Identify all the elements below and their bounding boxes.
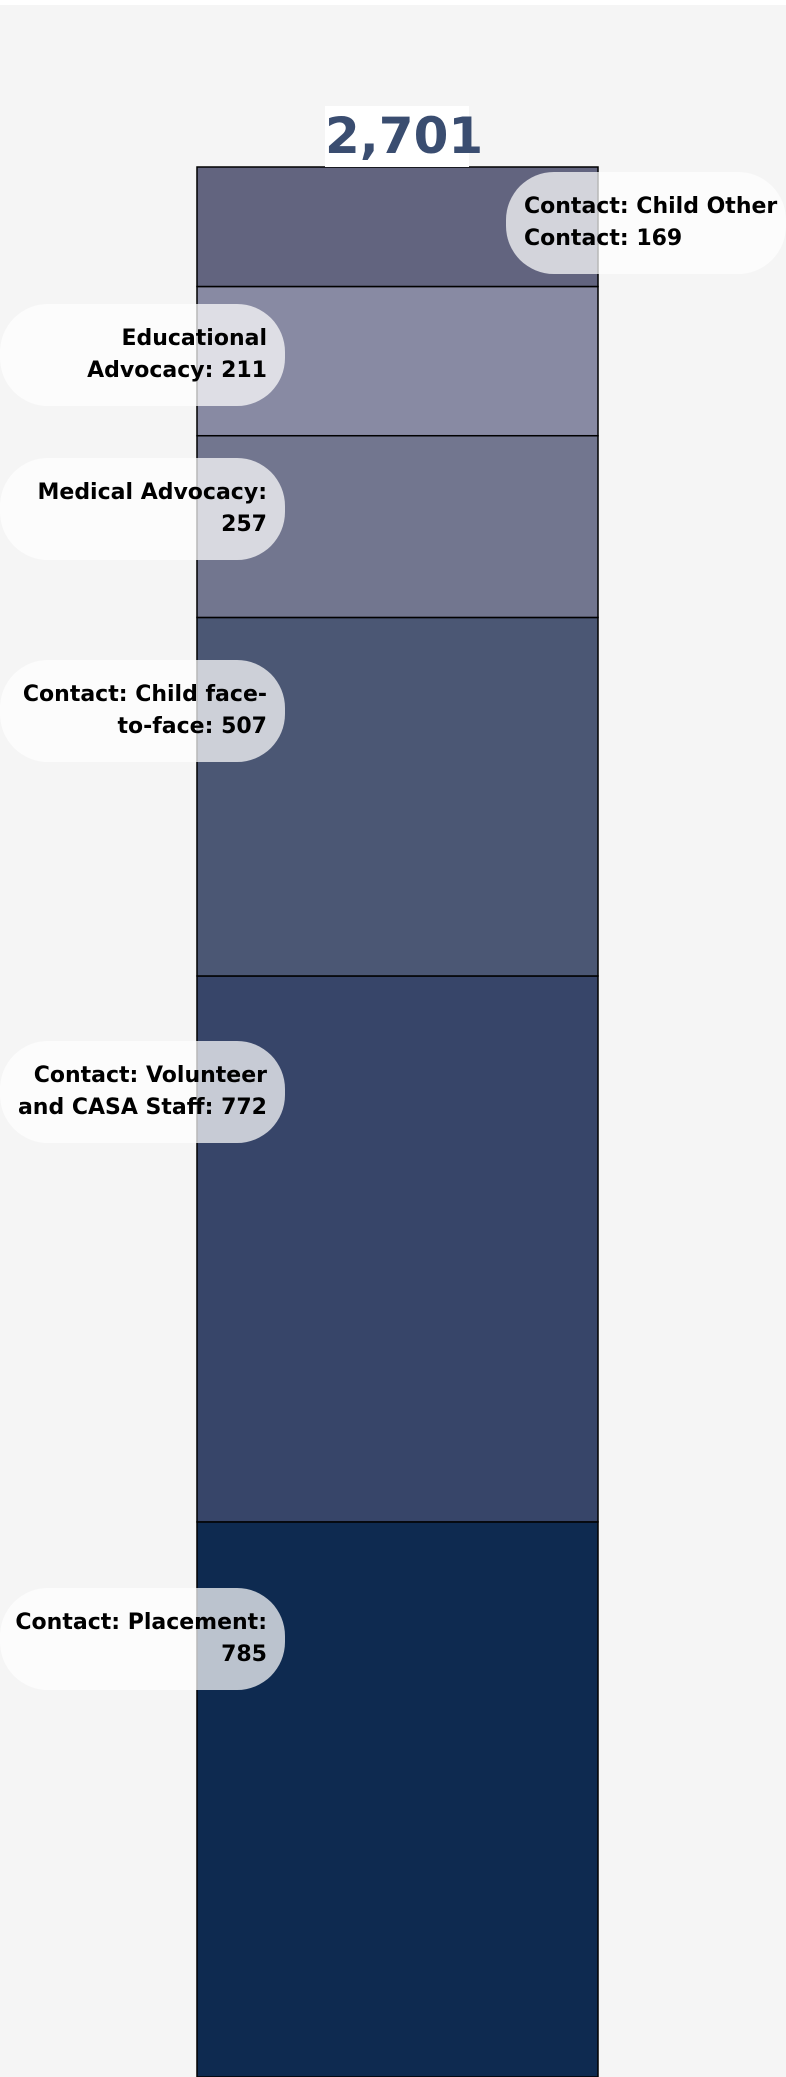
segment-value: 211 bbox=[221, 358, 267, 384]
segment-value: 785 bbox=[221, 1641, 267, 1667]
segment-label: Contact: Volunteer and CASA Staff: 772 bbox=[0, 1041, 285, 1144]
segment-name: Contact: Child face-to-face: bbox=[22, 682, 267, 740]
segment-label: Educational Advocacy: 211 bbox=[0, 304, 285, 407]
segment-label: Medical Advocacy: 257 bbox=[0, 457, 285, 560]
total-label: 2,701 bbox=[325, 106, 484, 167]
segment-label: Contact: Child face-to-face: 507 bbox=[0, 660, 285, 763]
segment-value: 169 bbox=[636, 226, 683, 251]
segment-label: Contact: Child Other Contact: 169 bbox=[506, 172, 786, 274]
segment-value: 772 bbox=[221, 1095, 267, 1121]
segment-name: Contact: Volunteer and CASA Staff: bbox=[17, 1063, 267, 1121]
segment-name: Educational Advocacy: bbox=[87, 326, 267, 384]
segment-label: Contact: Placement: 785 bbox=[0, 1587, 285, 1690]
segment-value: 257 bbox=[221, 511, 267, 537]
segment-value: 507 bbox=[221, 714, 267, 740]
segment-name: Medical Advocacy: bbox=[37, 479, 268, 505]
top-border bbox=[0, 0, 786, 5]
segment-name: Contact: Placement: bbox=[15, 1609, 267, 1635]
segment-name: Contact: Child Other Contact: bbox=[524, 194, 778, 251]
